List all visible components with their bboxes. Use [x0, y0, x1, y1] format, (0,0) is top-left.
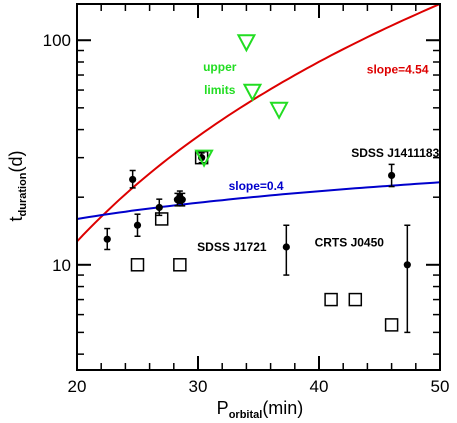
open-square-point	[324, 292, 338, 307]
tick-labels: 20 30 40 50 10 100	[43, 31, 450, 396]
open-square-point	[348, 292, 363, 307]
x-tick-label: 50	[431, 377, 450, 396]
upper-limit-triangle	[236, 34, 257, 53]
x-axis-label-main: P	[217, 398, 229, 418]
annotations: upper limits slope=4.54 slope=0.4 SDSS J1411…	[197, 60, 439, 254]
open-square-point	[130, 258, 145, 272]
x-axis-label-unit: (min)	[262, 398, 303, 418]
y-axis-label: tduration(d)	[6, 150, 29, 221]
fit-line	[76, 3, 441, 243]
data-point	[155, 203, 163, 212]
axis-ticks	[76, 4, 441, 370]
upper-limit-triangle	[194, 149, 214, 168]
x-tick-label: 30	[189, 377, 208, 396]
data-point	[178, 196, 186, 204]
data-point	[388, 171, 396, 180]
x-axis-label-sub: orbital	[229, 409, 263, 421]
open-square-point	[154, 212, 169, 226]
plot-frame	[76, 3, 441, 371]
annotation-label: upper	[203, 60, 237, 74]
upper-limit-triangle	[242, 83, 263, 102]
annotation-label: slope=0.4	[229, 179, 284, 193]
y-axis-label-sub: duration	[17, 172, 29, 216]
data-marks	[103, 34, 411, 334]
fit-line	[76, 181, 441, 220]
upper-limit-triangle	[269, 101, 289, 120]
data-point	[282, 243, 290, 251]
x-axis-label: Porbital(min)	[217, 398, 304, 421]
data-point	[129, 175, 137, 184]
data-point	[133, 221, 142, 229]
data-point	[103, 235, 111, 243]
annotation-label: SDSS J1721	[197, 240, 267, 254]
annotation-label: SDSS J1411183	[351, 146, 439, 160]
data-point	[403, 261, 411, 269]
y-axis-label-main: t	[6, 216, 26, 221]
y-tick-label: 100	[43, 31, 71, 50]
x-tick-label: 20	[68, 377, 87, 396]
open-square-point	[173, 258, 187, 272]
x-tick-label: 40	[310, 377, 329, 396]
annotation-label: CRTS J0450	[315, 235, 385, 249]
y-axis-label-unit: (d)	[6, 150, 26, 172]
annotation-label: slope=4.54	[367, 63, 429, 77]
open-square-point	[384, 318, 399, 332]
y-tick-label: 10	[52, 256, 71, 275]
annotation-label: limits	[204, 83, 236, 97]
fit-lines	[76, 3, 441, 243]
